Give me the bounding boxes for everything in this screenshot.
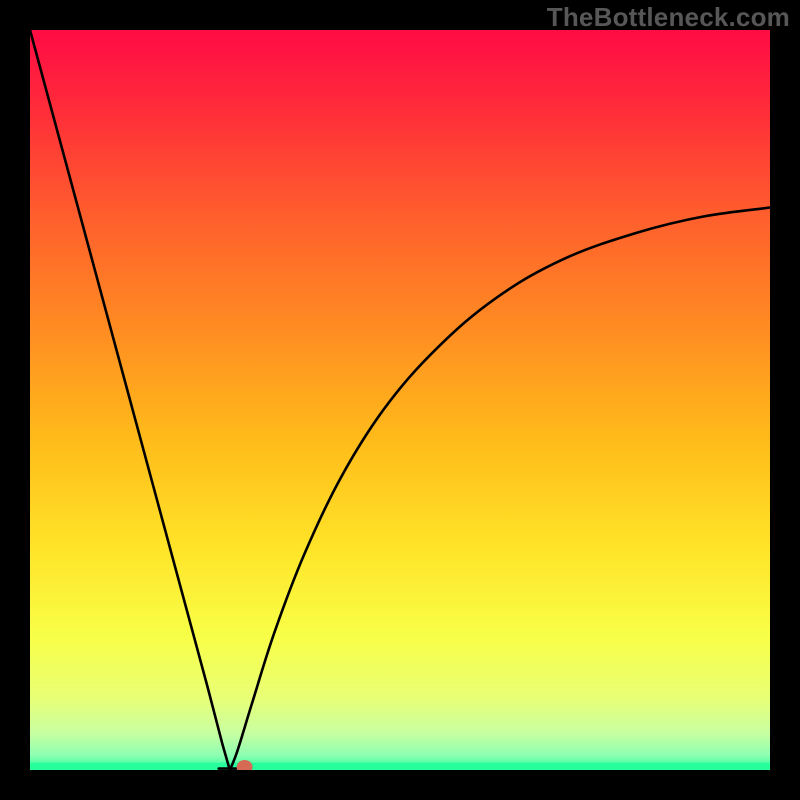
watermark-text: TheBottleneck.com	[547, 2, 790, 33]
plot-area	[30, 30, 770, 770]
figure-root: TheBottleneck.com	[0, 0, 800, 800]
